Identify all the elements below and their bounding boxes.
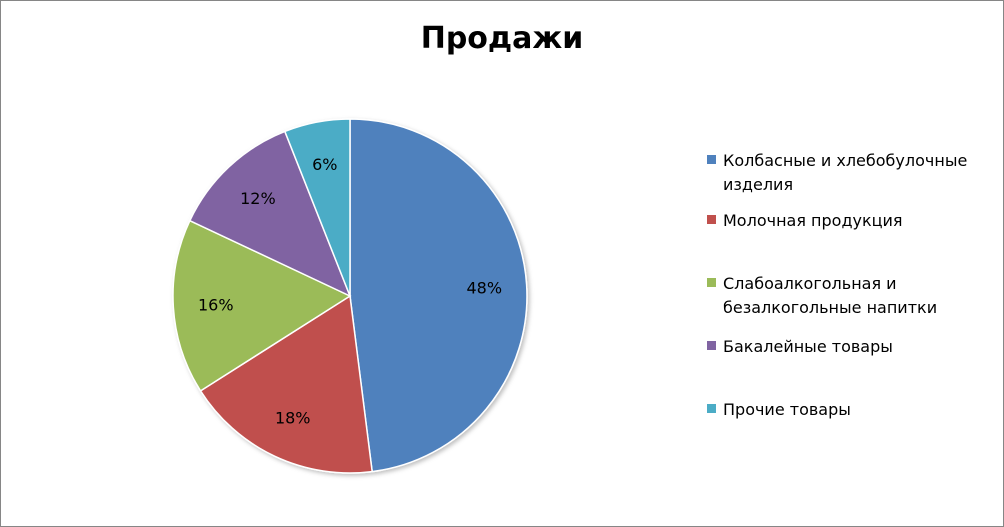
pie-slice-1 bbox=[199, 294, 374, 474]
slice-label-1: 18% bbox=[275, 409, 311, 428]
legend-swatch-0 bbox=[707, 155, 716, 164]
pie-slice-0 bbox=[349, 118, 528, 473]
legend-label-1: Молочная продукция bbox=[723, 211, 903, 230]
legend-label-4: Прочие товары bbox=[723, 400, 851, 419]
legend-swatch-4 bbox=[707, 404, 716, 413]
pie-slice-2 bbox=[172, 219, 352, 392]
legend-label-0: Колбасные и хлебобулочные изделия bbox=[723, 151, 968, 194]
legend-swatch-2 bbox=[707, 278, 716, 287]
slice-label-3: 12% bbox=[240, 189, 276, 208]
slice-label-0: 48% bbox=[466, 279, 502, 298]
pie-slice-3 bbox=[188, 130, 352, 298]
legend-swatch-3 bbox=[707, 341, 716, 350]
legend-label-3: Бакалейные товары bbox=[723, 337, 893, 356]
pie-slice-4 bbox=[283, 118, 351, 297]
slice-label-2: 16% bbox=[198, 295, 234, 314]
slice-label-4: 6% bbox=[312, 155, 337, 174]
legend-label-2: Слабоалкогольная и безалкогольные напитк… bbox=[723, 274, 938, 317]
chart-title: Продажи bbox=[420, 21, 584, 56]
legend-swatch-1 bbox=[707, 215, 716, 224]
